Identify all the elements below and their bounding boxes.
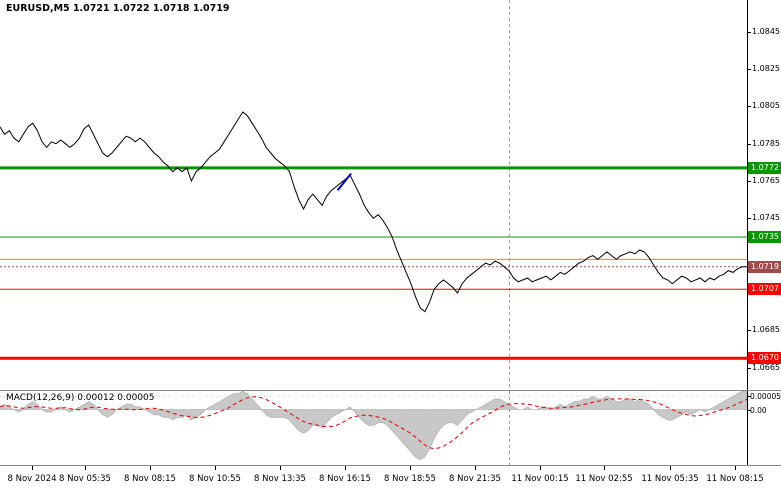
time-axis[interactable]: 8 Nov 2024 8 Nov 05:35 8 Nov 08:15 8 Nov 10… <box>0 465 781 489</box>
price-axis-tickmark <box>748 330 751 331</box>
time-axis-tickmark <box>410 466 411 470</box>
price-axis-tickmark <box>748 106 751 107</box>
chart-title: EURUSD,M5 1.0721 1.0722 1.0718 1.0719 <box>6 3 230 14</box>
time-axis-label: 8 Nov 16:15 <box>319 474 371 484</box>
macd-axis-tick: 0.00005 <box>750 392 781 401</box>
price-axis-tickmark <box>748 32 751 33</box>
price-pane: EURUSD,M5 1.0721 1.0722 1.0718 1.0719 1.… <box>0 0 781 390</box>
time-axis-label: 11 Nov 00:15 <box>511 474 569 484</box>
macd-axis-tick: 0.00 <box>750 406 767 415</box>
time-axis-label: 8 Nov 18:55 <box>384 474 436 484</box>
macd-axis-tickmark <box>748 396 751 397</box>
macd-axis-tickmark <box>748 410 751 411</box>
price-level-badge: 1.0735 <box>748 231 781 243</box>
price-axis-tick: 1.0665 <box>752 363 780 372</box>
macd-plot[interactable]: MACD(12,26,9) 0.00012 0.00005 <box>0 391 748 465</box>
price-axis-tick: 1.0765 <box>752 176 780 185</box>
price-axis-tick: 1.0685 <box>752 325 780 334</box>
macd-pane: MACD(12,26,9) 0.00012 0.00005 0.00005 0.0… <box>0 390 781 465</box>
price-axis-tick: 1.0805 <box>752 101 780 110</box>
time-axis-tickmark <box>604 466 605 470</box>
price-axis-tick: 1.0745 <box>752 213 780 222</box>
time-axis-label: 11 Nov 05:35 <box>641 474 699 484</box>
price-level-badge: 1.0707 <box>748 283 781 295</box>
price-line <box>0 111 747 313</box>
time-axis-label: 8 Nov 2024 <box>7 474 57 484</box>
time-axis-label: 8 Nov 21:35 <box>449 474 501 484</box>
time-axis-tickmark <box>215 466 216 470</box>
time-axis-tickmark <box>670 466 671 470</box>
time-axis-label: 8 Nov 05:35 <box>59 474 111 484</box>
time-axis-label: 8 Nov 08:15 <box>124 474 176 484</box>
price-axis-tickmark <box>748 368 751 369</box>
macd-histogram <box>0 391 747 461</box>
price-axis-tick: 1.0845 <box>752 27 780 36</box>
price-axis-tick: 1.0825 <box>752 64 780 73</box>
time-axis-tickmark <box>735 466 736 470</box>
time-axis-tickmark <box>150 466 151 470</box>
price-axis-tickmark <box>748 144 751 145</box>
time-axis-tickmark <box>280 466 281 470</box>
price-axis-tickmark <box>748 69 751 70</box>
price-axis[interactable]: 1.0845 1.0825 1.0805 1.0785 1.0765 1.0745 1.06… <box>748 0 781 390</box>
price-level-badge: 1.0772 <box>748 162 781 174</box>
time-axis-label: 11 Nov 02:55 <box>575 474 633 484</box>
time-axis-label: 8 Nov 10:55 <box>189 474 241 484</box>
price-chart-canvas[interactable] <box>0 0 747 390</box>
macd-axis[interactable]: 0.00005 0.00 <box>748 391 781 465</box>
price-axis-tickmark <box>748 218 751 219</box>
time-axis-label: 11 Nov 08:15 <box>706 474 764 484</box>
price-plot[interactable]: EURUSD,M5 1.0721 1.0722 1.0718 1.0719 <box>0 0 748 390</box>
macd-chart-canvas[interactable] <box>0 391 747 465</box>
time-axis-tickmark <box>345 466 346 470</box>
time-axis-tickmark <box>32 466 33 470</box>
blue-trend-segment <box>336 172 352 191</box>
price-axis-tick: 1.0785 <box>752 139 780 148</box>
price-axis-tickmark <box>748 181 751 182</box>
macd-indicator-label: MACD(12,26,9) 0.00012 0.00005 <box>6 393 155 403</box>
time-axis-tickmark <box>540 466 541 470</box>
time-axis-tickmark <box>475 466 476 470</box>
time-axis-label: 8 Nov 13:35 <box>254 474 306 484</box>
price-level-badge: 1.0670 <box>748 352 781 364</box>
price-level-badge: 1.0719 <box>748 261 781 273</box>
time-axis-tickmark <box>85 466 86 470</box>
